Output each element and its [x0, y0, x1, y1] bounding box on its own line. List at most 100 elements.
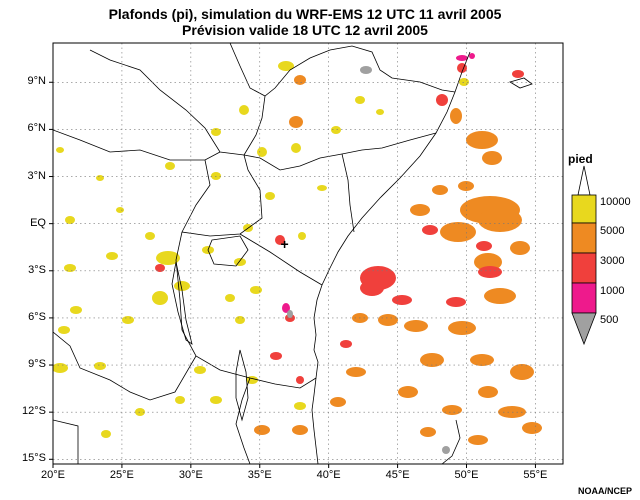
ceiling-cell — [298, 232, 306, 240]
legend-label-500: 500 — [600, 314, 619, 326]
ceiling-cell — [355, 96, 365, 104]
ceiling-cell — [476, 241, 492, 251]
border-uganda — [181, 154, 263, 237]
ceiling-cell — [265, 192, 275, 200]
legend-arrow-top — [577, 165, 591, 196]
ceiling-cell — [291, 143, 301, 153]
ceiling-cell — [474, 253, 502, 271]
coastline-east-africa — [311, 51, 471, 464]
ceiling-cell — [287, 310, 293, 318]
ceiling-cell — [152, 291, 168, 305]
ceiling-cell — [56, 147, 64, 153]
lat-tick-label: 12°S — [22, 405, 46, 418]
city-marker: + — [280, 236, 288, 252]
ceiling-cell — [289, 116, 303, 128]
border-zambia — [53, 331, 197, 401]
border-kenya-tanzania — [239, 233, 323, 286]
ceiling-cell — [510, 364, 534, 380]
ceiling-cell — [458, 181, 474, 191]
lon-tick-label: 35°E — [247, 469, 272, 481]
map-frame — [52, 42, 564, 465]
ceiling-cell — [448, 321, 476, 335]
border-ethiopia-south — [243, 95, 437, 171]
ceiling-cell — [446, 297, 466, 307]
lake-tanganyika — [171, 261, 193, 345]
madagascar-tip — [441, 419, 461, 464]
legend-label-10000: 10000 — [600, 196, 631, 208]
ceiling-cell — [292, 425, 308, 435]
lon-tick-label: 40°E — [316, 469, 341, 481]
border-ethiopia — [229, 43, 456, 97]
border-tanzania-west — [175, 231, 317, 389]
ceiling-cell — [294, 75, 306, 85]
border-somalia-kenya — [341, 153, 355, 233]
lat-tick-label: EQ — [30, 216, 46, 229]
ceiling-cell — [165, 162, 175, 170]
ceiling-cell — [53, 363, 68, 373]
ceiling-cell — [450, 108, 462, 124]
ceiling-cell — [346, 367, 366, 377]
border-sudan — [89, 49, 245, 156]
ceiling-cell — [250, 286, 262, 294]
lake-malawi — [235, 349, 249, 422]
ceiling-cell — [360, 280, 384, 296]
ceiling-cell — [275, 235, 285, 245]
ceiling-cell — [211, 172, 221, 180]
legend-colorbar — [571, 165, 597, 346]
ceiling-cell — [270, 352, 282, 360]
ceiling-cell — [194, 366, 206, 374]
ceiling-cell — [225, 294, 235, 302]
ceiling-cell — [440, 222, 476, 242]
ceiling-cell — [378, 314, 398, 326]
ceiling-cell — [254, 425, 270, 435]
ceiling-cell — [64, 264, 76, 272]
legend-label-5000: 5000 — [600, 225, 625, 237]
ceiling-field-layer — [53, 53, 542, 454]
ceiling-cell — [482, 151, 502, 165]
country-borders — [53, 43, 533, 464]
ceiling-cell — [442, 405, 462, 415]
ceiling-cell — [257, 147, 267, 157]
lat-tick-label: 9°N — [27, 75, 46, 88]
ceiling-cell — [331, 126, 341, 134]
ceiling-cell — [96, 175, 104, 181]
ceiling-cell — [156, 251, 180, 265]
ceiling-cell — [58, 326, 70, 334]
ceiling-cell — [404, 320, 428, 332]
ceiling-cell — [522, 422, 542, 434]
ceiling-cell — [101, 430, 111, 438]
ceiling-cell — [155, 264, 165, 272]
ceiling-cell — [478, 208, 522, 232]
ceiling-cell — [436, 94, 448, 106]
map-title: Plafonds (pi), simulation du WRF-EMS 12 … — [108, 6, 502, 22]
ceiling-cell — [420, 353, 444, 367]
ceiling-cell — [235, 316, 245, 324]
legend-swatch-1000 — [571, 282, 597, 314]
ceiling-cell — [296, 376, 304, 384]
ceiling-cell — [317, 185, 327, 191]
border-mozambique — [235, 377, 251, 464]
legend-label-3000: 3000 — [600, 255, 625, 267]
ceiling-cell — [94, 362, 106, 370]
lake-victoria — [207, 235, 249, 267]
ceiling-cell — [469, 53, 475, 59]
legend-arrow-bottom — [571, 312, 597, 346]
lon-tick-label: 45°E — [385, 469, 410, 481]
ceiling-cell — [175, 396, 185, 404]
legend-swatch-5000 — [571, 222, 597, 254]
ceiling-cell — [478, 266, 502, 278]
ceiling-cell — [210, 396, 222, 404]
lon-tick-label: 20°E — [41, 469, 65, 481]
map-subtitle: Prévision valide 18 UTC 12 avril 2005 — [182, 22, 428, 38]
socotra — [509, 77, 533, 89]
lon-tick-label: 30°E — [178, 469, 203, 481]
ceiling-cell — [234, 258, 246, 266]
ceiling-cell — [420, 427, 436, 437]
ceiling-cell — [478, 386, 498, 398]
lat-tick-label: 3°N — [27, 169, 46, 182]
lat-tick-label: 9°S — [28, 358, 46, 371]
legend-title: pied — [568, 152, 593, 166]
ceiling-cell — [466, 131, 498, 149]
ceiling-cell — [512, 70, 524, 78]
lon-tick-label: 50°E — [454, 469, 479, 481]
